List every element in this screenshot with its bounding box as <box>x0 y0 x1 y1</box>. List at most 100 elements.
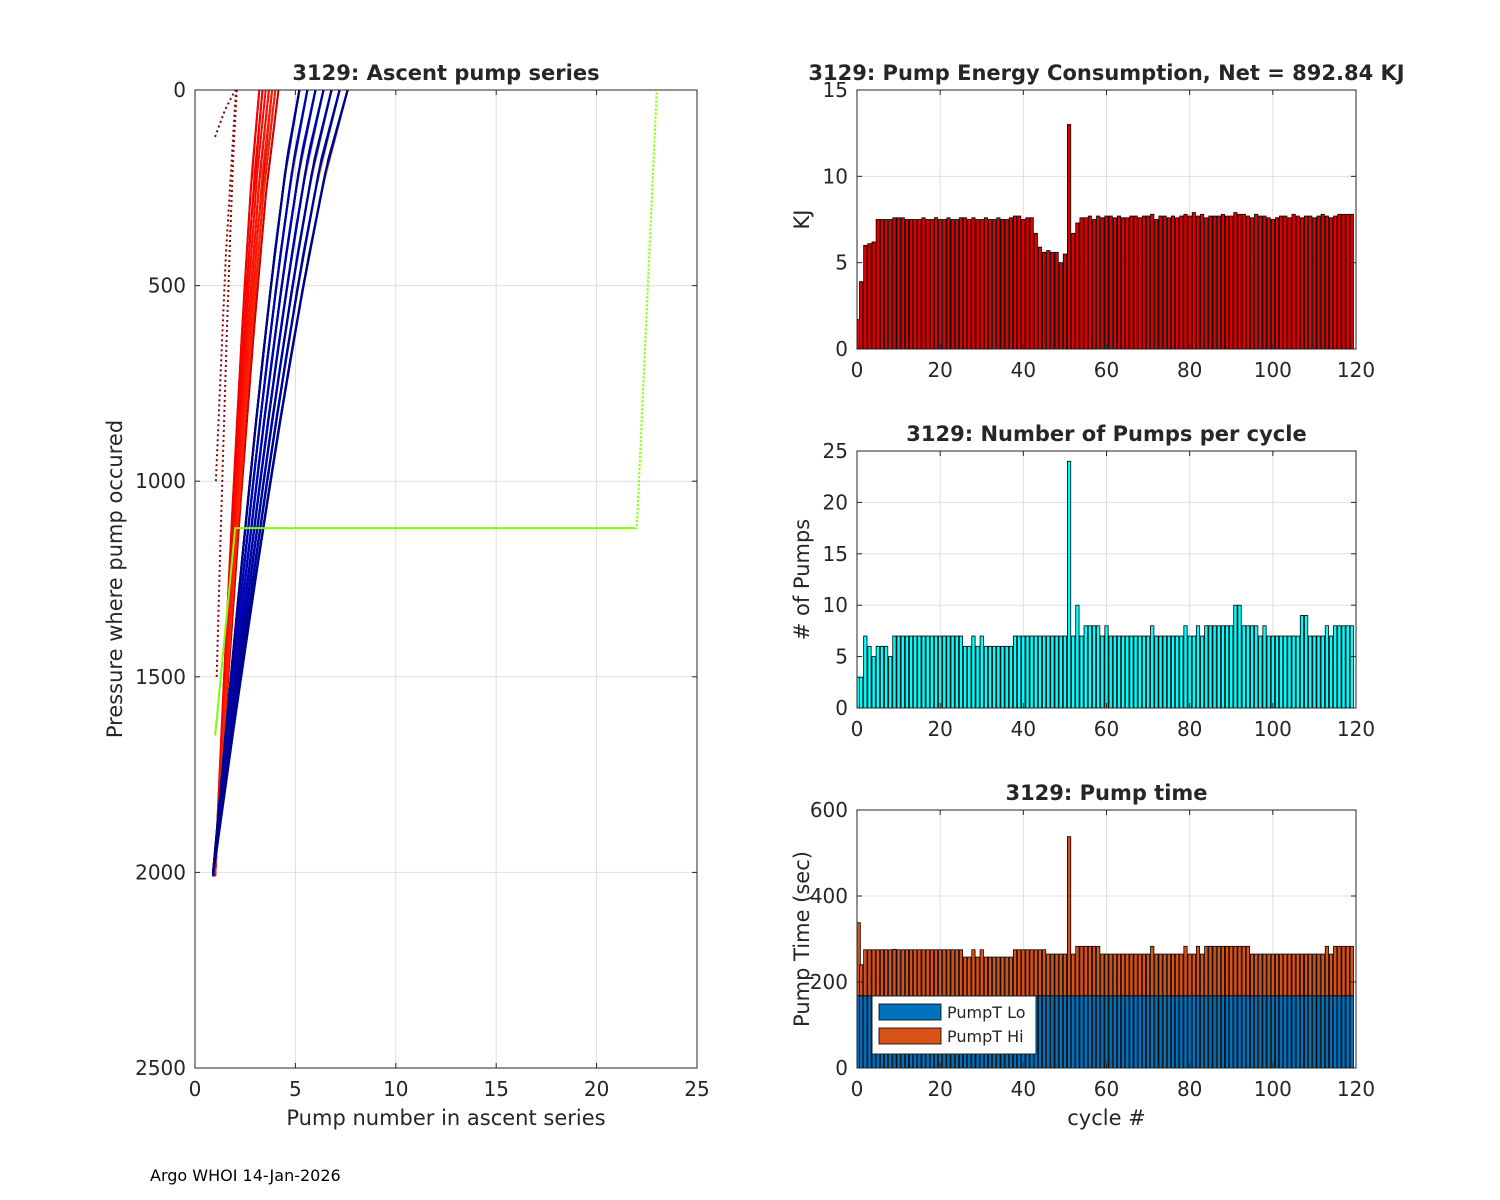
ascent-xtick-label: 5 <box>289 1077 302 1101</box>
energy-bar <box>1146 215 1151 350</box>
pumptime-bar-hi <box>1137 953 1142 997</box>
pumptime-bar-hi <box>979 949 984 997</box>
pumps-bar <box>1033 635 1038 709</box>
energy-bar <box>1216 215 1221 350</box>
pumptime-bar-hi <box>1012 949 1018 997</box>
pumps-bar <box>1220 625 1225 709</box>
pumptime-bar-lo <box>1258 995 1263 1069</box>
ascent-series-line <box>212 89 333 876</box>
pumptime-bar-lo <box>1121 995 1126 1069</box>
pumptime-ylabel: Pump Time (sec) <box>790 851 814 1027</box>
pumps-ylabel: # of Pumps <box>790 519 814 641</box>
energy-bar <box>1021 219 1026 350</box>
energy-bar <box>1125 217 1130 350</box>
pumptime-bar-lo <box>1079 995 1084 1069</box>
energy-bar <box>888 219 893 350</box>
ascent-ytick-label: 500 <box>148 274 186 298</box>
pumptime-bar-hi <box>1091 945 1097 997</box>
energy-bar <box>1087 215 1092 350</box>
ascent-ylabel: Pressure where pump occured <box>103 420 127 738</box>
pumptime-bar-hi <box>1308 953 1313 997</box>
pumptime-bar-lo <box>1212 995 1217 1069</box>
pumps-bar <box>1349 625 1354 709</box>
pumps-bar <box>888 656 893 709</box>
pumptime-bar-hi <box>1025 949 1030 997</box>
pumptime-bar-lo <box>867 995 872 1069</box>
energy-bar <box>1204 217 1209 350</box>
energy-bar <box>892 217 897 350</box>
pumps-bar <box>1320 635 1325 709</box>
pumptime-bar-hi <box>1291 953 1296 997</box>
pumps-xtick-label: 40 <box>1011 717 1036 741</box>
legend-swatch <box>878 1027 942 1045</box>
energy-ylabel: KJ <box>790 210 814 230</box>
pumptime-bar-hi <box>971 949 976 997</box>
pumptime-bar-hi <box>1021 949 1026 997</box>
energy-bar <box>1037 246 1043 350</box>
energy-bar <box>1208 215 1213 350</box>
pumptime-bar-hi <box>1162 953 1167 997</box>
pumptime-bar-lo <box>1037 995 1043 1069</box>
pumptime-bar-hi <box>1008 956 1013 997</box>
pumptime-bar-hi <box>892 948 897 997</box>
pumptime-bar-hi <box>958 949 964 997</box>
energy-bar <box>1000 219 1005 350</box>
pumps-bar <box>1008 645 1013 709</box>
pumptime-bar-hi <box>983 956 988 997</box>
energy-xtick-label: 60 <box>1094 358 1119 382</box>
energy-bar <box>938 219 943 350</box>
pumptime-bar-hi <box>996 956 1001 997</box>
energy-bar <box>1341 213 1346 350</box>
pumps-bar <box>1175 635 1180 709</box>
energy-bar <box>1162 215 1167 350</box>
pumps-bar <box>1208 625 1213 709</box>
pumps-ytick-label: 0 <box>835 696 848 720</box>
pumptime-bar-lo <box>1345 995 1350 1069</box>
pumptime-bar-lo <box>1170 995 1176 1069</box>
pumps-bar <box>1083 625 1088 709</box>
energy-ytick-label: 0 <box>835 337 848 361</box>
energy-bar <box>1029 217 1034 350</box>
ascent-xlabel: Pump number in ascent series <box>286 1106 605 1130</box>
energy-bar <box>1233 212 1238 350</box>
energy-bar <box>1345 213 1350 350</box>
pumptime-bar-lo <box>1083 995 1088 1069</box>
pumptime-bar-hi <box>884 949 889 997</box>
pumptime-bar-hi <box>988 956 993 997</box>
pumptime-bar-hi <box>1229 945 1234 997</box>
pumps-ytick-label: 15 <box>823 542 848 566</box>
pumptime-bar-lo <box>1100 995 1105 1069</box>
pumps-bar <box>988 645 993 709</box>
energy-bar <box>996 217 1001 350</box>
pumptime-bar-hi <box>1304 953 1309 997</box>
energy-bar <box>896 217 901 350</box>
pumptime-bar-hi <box>1112 953 1117 997</box>
energy-bar <box>913 219 918 350</box>
pumptime-bar-lo <box>1220 995 1225 1069</box>
pumps-bar <box>971 635 976 709</box>
pumps-bar <box>946 635 951 709</box>
pumps-bar <box>1166 635 1171 709</box>
energy-bar <box>979 219 984 350</box>
pumptime-bar-lo <box>1050 995 1055 1069</box>
energy-bar <box>1283 215 1288 350</box>
pumps-bar <box>1245 625 1250 709</box>
pumptime-bar-hi <box>1341 945 1346 997</box>
pumptime-xtick-label: 100 <box>1254 1077 1292 1101</box>
energy-bar <box>1183 213 1188 350</box>
energy-bar <box>1200 213 1205 350</box>
ascent-series-line <box>215 89 238 677</box>
ascent-xtick-label: 25 <box>684 1077 709 1101</box>
ascent-xtick-label: 10 <box>383 1077 408 1101</box>
pumps-bar <box>1000 645 1005 709</box>
pumptime-bar-hi <box>1345 945 1350 997</box>
pumps-bar <box>1212 625 1217 709</box>
pumptime-bar-hi <box>913 949 918 997</box>
pumps-title: 3129: Number of Pumps per cycle <box>906 422 1306 446</box>
pumptime-bar-hi <box>938 949 943 997</box>
pumps-xtick-label: 0 <box>851 717 864 741</box>
energy-bar <box>917 219 922 350</box>
pumptime-bar-lo <box>1324 995 1329 1069</box>
ascent-series-line <box>214 89 277 872</box>
energy-bar <box>975 219 980 350</box>
